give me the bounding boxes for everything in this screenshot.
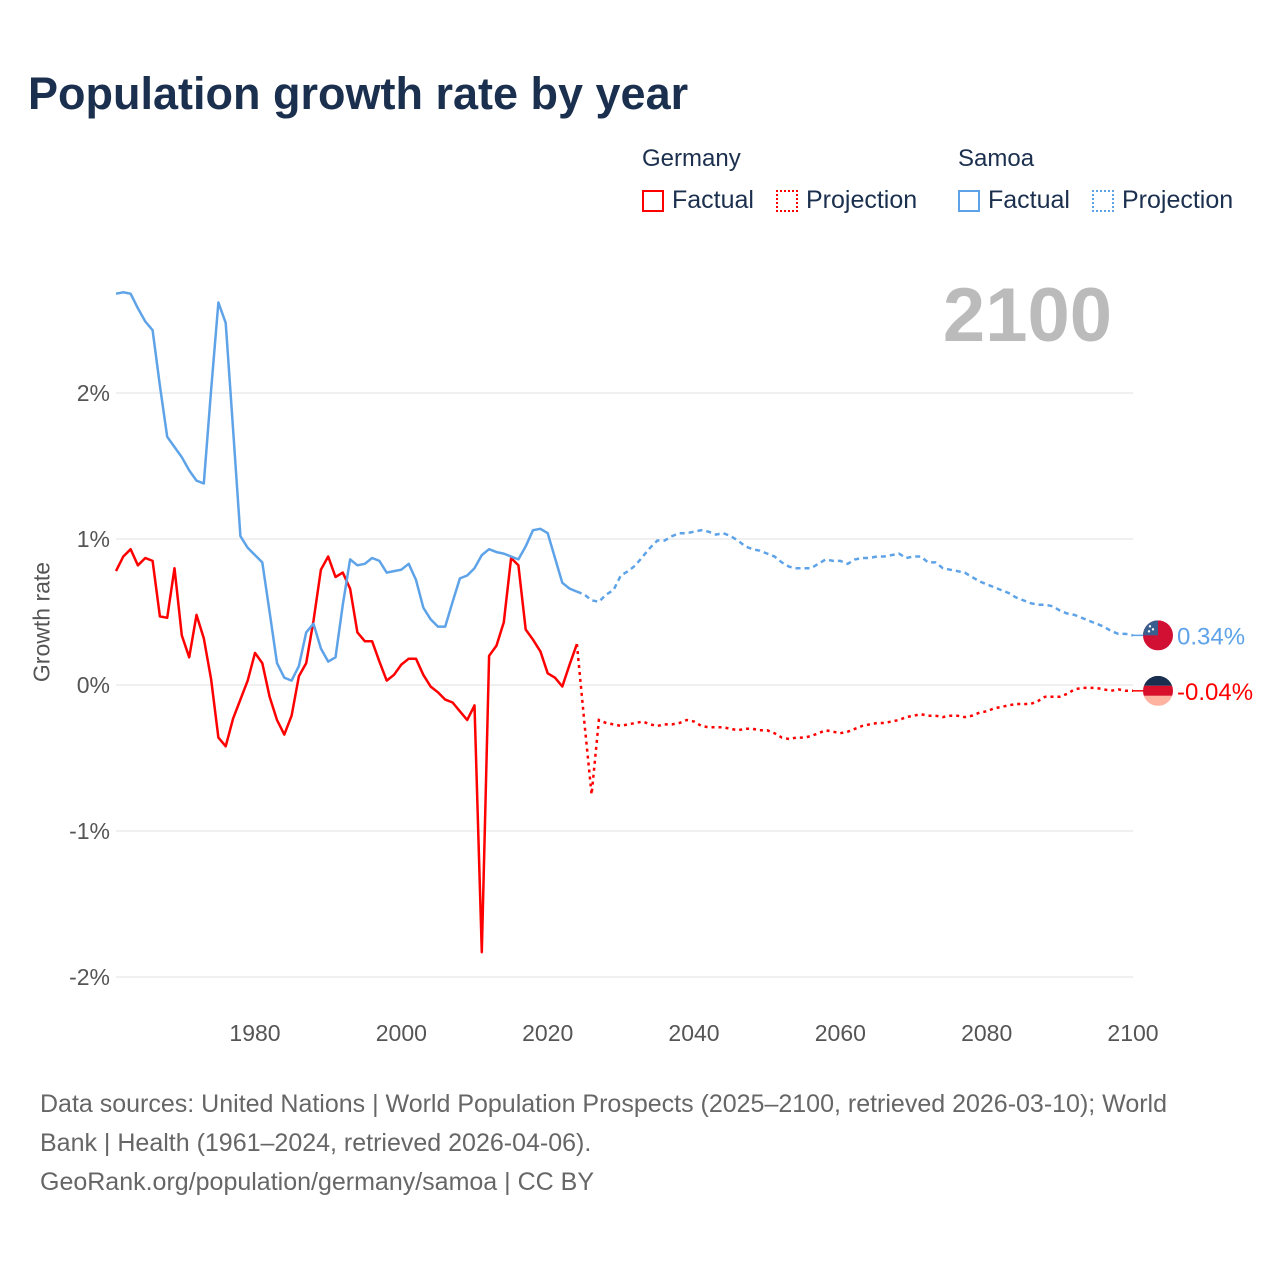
footer-sources-line1: Data sources: United Nations | World Pop… <box>40 1090 1168 1118</box>
legend-swatch-dotted-icon <box>1092 189 1114 212</box>
x-tick-label: 2020 <box>522 1020 573 1046</box>
legend-swatch-solid-icon <box>642 189 664 212</box>
legend-label: Factual <box>988 186 1070 214</box>
y-axis-label: Growth rate <box>28 561 55 683</box>
legend-germany-projection[interactable]: Projection <box>776 186 917 215</box>
x-tick-label: 2100 <box>1107 1020 1158 1046</box>
y-tick-label: -2% <box>69 964 110 990</box>
x-tick-label: 2000 <box>376 1020 427 1046</box>
legend-samoa-factual[interactable]: Factual <box>958 186 1070 215</box>
samoa-flag-icon <box>1143 620 1173 651</box>
legend-samoa-projection[interactable]: Projection <box>1092 186 1233 215</box>
y-tick-label: 1% <box>77 526 110 552</box>
legend-label: Projection <box>1122 186 1234 214</box>
series-germany-end-value: -0.04% <box>1177 679 1253 706</box>
y-tick-label: -1% <box>69 818 110 844</box>
current-year-label: 2100 <box>942 273 1112 358</box>
footer-link[interactable]: GeoRank.org/population/germany/samoa | C… <box>40 1168 595 1196</box>
germany-flag-icon <box>1143 675 1173 706</box>
x-tick-label: 2040 <box>668 1020 719 1046</box>
series-samoa-projection-line <box>576 528 1134 637</box>
legend-swatch-dotted-icon <box>776 189 798 212</box>
series-samoa-factual-line <box>115 291 578 682</box>
x-tick-label: 2060 <box>815 1020 866 1046</box>
legend-group-samoa: Samoa <box>958 145 1035 172</box>
legend-group-germany: Germany <box>642 145 741 172</box>
footer-sources-line2: Bank | Health (1961–2024, retrieved 2026… <box>40 1129 592 1157</box>
legend-swatch-solid-icon <box>958 189 980 212</box>
legend-label: Factual <box>672 186 754 214</box>
legend-label: Projection <box>806 186 918 214</box>
x-tick-label: 1980 <box>229 1020 280 1046</box>
series-germany-factual-line <box>114 547 579 954</box>
series-samoa-end-value: 0.34% <box>1177 623 1245 650</box>
series-germany-projection-line <box>575 643 1133 795</box>
legend-germany-factual[interactable]: Factual <box>642 186 754 215</box>
y-tick-label: 2% <box>77 380 110 406</box>
page-title: Population growth rate by year <box>28 68 689 119</box>
x-tick-label: 2080 <box>961 1020 1012 1046</box>
y-tick-label: 0% <box>77 672 110 698</box>
